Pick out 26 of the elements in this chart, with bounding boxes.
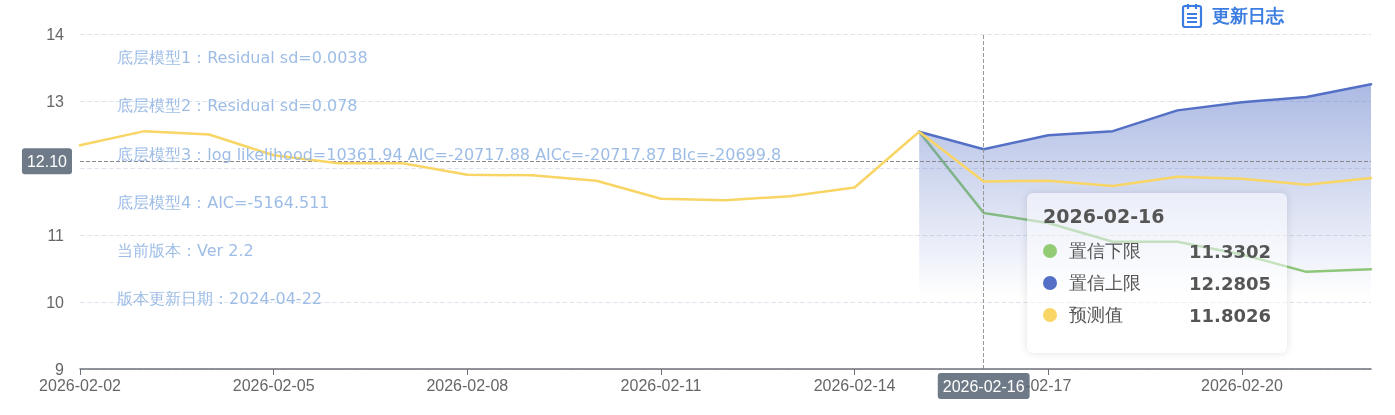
ref-line-label: 12.10: [26, 152, 68, 170]
annotation: 2026-02-16: [1043, 205, 1166, 227]
annotation: 底层模型2：Residual sd=0.078: [117, 95, 359, 118]
x-tick-label: 2026-02-14: [813, 376, 896, 394]
y-tick-label: 14: [46, 25, 65, 43]
legend-label: 预测值: [1069, 303, 1124, 327]
x-tick-label: 2026-02-20: [1200, 376, 1283, 394]
annotation: 12.2805: [1189, 272, 1271, 294]
text: 更新日志: [1212, 4, 1284, 28]
y-tick-label: 10: [46, 293, 65, 311]
y-tick-label: 9: [55, 360, 65, 378]
y-tick-label: 11: [47, 226, 65, 244]
annotation: 版本更新日期：2024-04-22: [117, 288, 323, 311]
x-tick-label: 2026-02-11: [620, 376, 702, 394]
x-tick-label: 2026-02-08: [426, 376, 509, 394]
annotation: 11.3302: [1189, 240, 1271, 262]
y-tick-label: 13: [46, 92, 65, 110]
ref-line-label: 2026-02-16: [942, 377, 1025, 395]
annotation: 底层模型4：AIC=-5164.511: [117, 191, 331, 214]
annotation: 底层模型1：Residual sd=0.0038: [117, 47, 369, 69]
annotation: 当前版本：Ver 2.2: [117, 240, 255, 263]
x-tick-label: 2026-02-02: [39, 376, 122, 394]
annotation: 11.8026: [1189, 304, 1271, 326]
x-tick-label: 2026-02-05: [232, 376, 315, 394]
legend-label: 置信下限: [1069, 239, 1142, 263]
legend-label: 置信上限: [1069, 271, 1142, 295]
